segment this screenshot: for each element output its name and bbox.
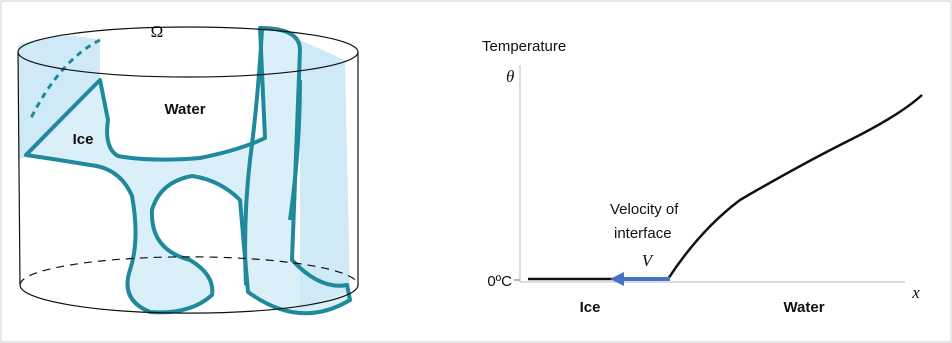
cylinder-panel: Ω Water Ice — [18, 22, 358, 313]
ice-wall-right — [300, 40, 350, 312]
water-label: Water — [164, 101, 205, 118]
x-symbol: x — [911, 283, 920, 302]
water-region: Water — [783, 299, 824, 316]
domain-label: Ω — [151, 22, 164, 41]
annotation: Velocity of — [610, 201, 679, 218]
ice-label: Ice — [73, 131, 94, 148]
y-symbol: θ — [506, 67, 514, 86]
zero-label: 0ºC — [487, 273, 512, 290]
annotation: interface — [614, 225, 672, 242]
ice-region: Ice — [580, 299, 601, 316]
figure: Ω Water Ice Temperature θ 0ºC Velocity o… — [0, 0, 952, 343]
y-axis-title: Temperature — [482, 38, 566, 55]
